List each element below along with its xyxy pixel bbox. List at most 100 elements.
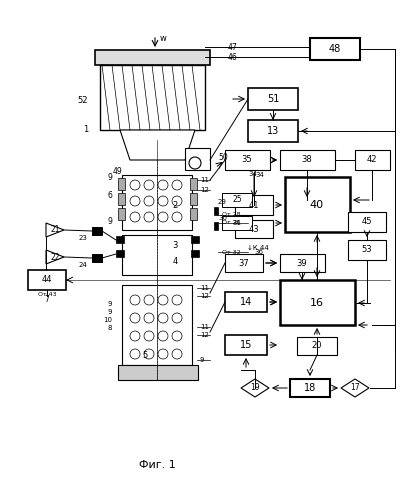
Text: 44: 44 bbox=[42, 276, 52, 284]
Bar bbox=[189, 178, 196, 190]
Polygon shape bbox=[240, 379, 268, 397]
Text: 1: 1 bbox=[83, 126, 88, 134]
Text: 23: 23 bbox=[78, 235, 87, 241]
Bar bbox=[221, 193, 252, 207]
Bar bbox=[289, 379, 329, 397]
Text: 51: 51 bbox=[266, 94, 279, 104]
Text: 24: 24 bbox=[78, 262, 87, 268]
Bar bbox=[279, 280, 354, 325]
Bar bbox=[116, 250, 124, 257]
Bar bbox=[189, 193, 196, 205]
Text: 19: 19 bbox=[249, 384, 259, 392]
Text: 7: 7 bbox=[45, 296, 49, 304]
Text: 18: 18 bbox=[303, 383, 315, 393]
Bar bbox=[122, 285, 191, 365]
Text: 21: 21 bbox=[50, 226, 60, 234]
Text: 48: 48 bbox=[328, 44, 340, 54]
Text: 9: 9 bbox=[107, 218, 112, 226]
Text: 30: 30 bbox=[218, 215, 227, 221]
Text: 9: 9 bbox=[107, 309, 112, 315]
Text: 12: 12 bbox=[200, 293, 208, 299]
Bar bbox=[225, 335, 266, 355]
Text: 9: 9 bbox=[107, 174, 112, 182]
Bar bbox=[28, 270, 66, 290]
Bar bbox=[234, 195, 272, 215]
Text: 46: 46 bbox=[227, 52, 237, 62]
Text: 38: 38 bbox=[301, 156, 312, 164]
Bar bbox=[100, 65, 204, 130]
Text: 2: 2 bbox=[172, 200, 177, 209]
Bar bbox=[234, 220, 272, 238]
Text: 36: 36 bbox=[254, 249, 262, 255]
Text: От 26: От 26 bbox=[221, 220, 240, 226]
Polygon shape bbox=[46, 250, 64, 264]
Text: 47: 47 bbox=[227, 42, 237, 51]
Text: 11: 11 bbox=[200, 324, 209, 330]
Bar bbox=[225, 254, 262, 272]
Bar bbox=[213, 222, 218, 230]
Bar bbox=[296, 337, 336, 355]
Bar bbox=[191, 250, 198, 257]
Text: 42: 42 bbox=[366, 156, 376, 164]
Text: 4: 4 bbox=[172, 258, 177, 266]
Text: 6: 6 bbox=[107, 190, 112, 200]
Text: 3: 3 bbox=[172, 240, 177, 250]
Text: 9: 9 bbox=[107, 301, 112, 307]
Bar bbox=[213, 207, 218, 215]
Text: 43: 43 bbox=[248, 224, 258, 234]
Bar bbox=[118, 193, 125, 205]
Text: 9: 9 bbox=[200, 357, 204, 363]
Text: 29: 29 bbox=[218, 199, 226, 205]
Text: 11: 11 bbox=[200, 285, 209, 291]
Bar bbox=[247, 88, 297, 110]
Text: От 32: От 32 bbox=[221, 250, 240, 254]
Bar bbox=[184, 148, 209, 170]
Text: 50: 50 bbox=[218, 154, 227, 162]
Text: 16: 16 bbox=[309, 298, 323, 308]
Text: 39: 39 bbox=[296, 258, 307, 268]
Bar bbox=[347, 212, 385, 232]
Text: 22: 22 bbox=[50, 252, 60, 262]
Bar bbox=[191, 236, 198, 243]
Bar bbox=[279, 150, 334, 170]
Text: 49: 49 bbox=[112, 168, 122, 176]
Text: 40: 40 bbox=[309, 200, 323, 210]
Bar bbox=[118, 365, 198, 380]
Bar bbox=[92, 254, 102, 262]
Text: w: w bbox=[159, 34, 166, 42]
Text: 12: 12 bbox=[200, 332, 208, 338]
Text: 45: 45 bbox=[361, 218, 371, 226]
Text: От 28: От 28 bbox=[221, 212, 240, 218]
Text: 17: 17 bbox=[349, 384, 359, 392]
Bar bbox=[95, 50, 209, 65]
Bar bbox=[225, 292, 266, 312]
Text: 5: 5 bbox=[142, 350, 147, 360]
Bar bbox=[118, 178, 125, 190]
Bar bbox=[309, 38, 359, 60]
Text: От 43: От 43 bbox=[38, 292, 56, 298]
Bar bbox=[347, 240, 385, 260]
Text: 11: 11 bbox=[200, 177, 209, 183]
Text: 34: 34 bbox=[255, 172, 264, 178]
Bar bbox=[122, 175, 191, 230]
Polygon shape bbox=[340, 379, 368, 397]
Text: 35: 35 bbox=[241, 156, 252, 164]
Bar bbox=[225, 150, 270, 170]
Text: 34: 34 bbox=[248, 171, 257, 177]
Text: 37: 37 bbox=[238, 258, 249, 268]
Bar bbox=[189, 208, 196, 220]
Bar bbox=[279, 254, 324, 272]
Bar bbox=[92, 227, 102, 235]
Polygon shape bbox=[120, 130, 195, 160]
Bar bbox=[354, 150, 389, 170]
Text: ↓К 44: ↓К 44 bbox=[247, 245, 268, 251]
Text: 41: 41 bbox=[248, 200, 258, 209]
Bar bbox=[247, 120, 297, 142]
Text: 52: 52 bbox=[77, 96, 88, 104]
Bar bbox=[284, 177, 349, 232]
Text: 15: 15 bbox=[239, 340, 252, 350]
Text: 13: 13 bbox=[266, 126, 279, 136]
Text: 53: 53 bbox=[361, 246, 371, 254]
Bar bbox=[221, 216, 252, 230]
Bar bbox=[122, 235, 191, 275]
